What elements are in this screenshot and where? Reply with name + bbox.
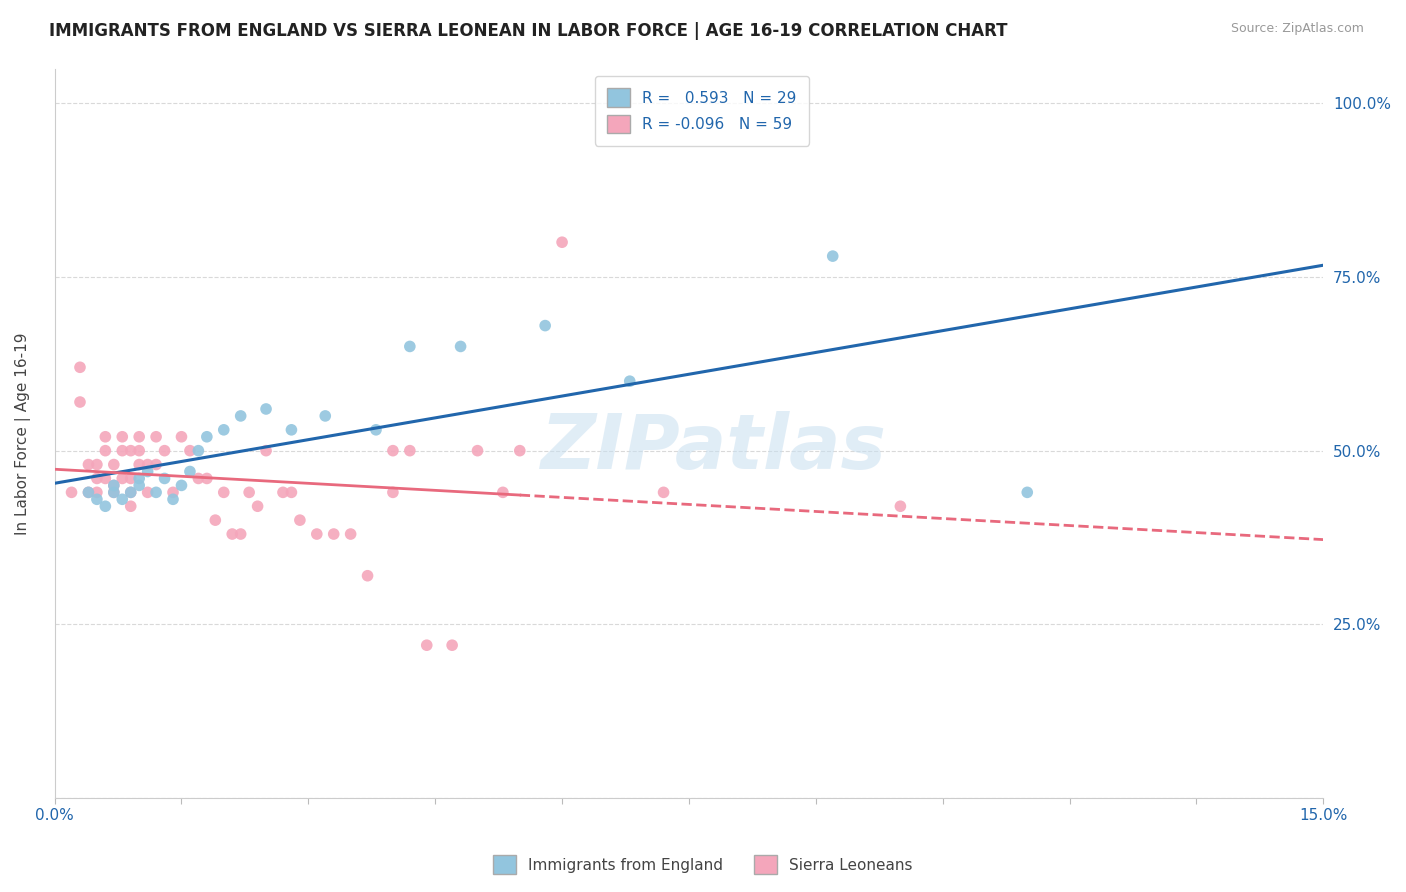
Point — [467, 443, 489, 458]
Point — [238, 485, 260, 500]
Point — [356, 568, 378, 582]
Point — [128, 471, 150, 485]
Point — [120, 443, 142, 458]
Point — [170, 430, 193, 444]
Point — [86, 485, 108, 500]
Point — [179, 443, 201, 458]
Legend: R =   0.593   N = 29, R = -0.096   N = 59: R = 0.593 N = 29, R = -0.096 N = 59 — [595, 76, 808, 145]
Point — [153, 443, 176, 458]
Point — [77, 485, 100, 500]
Point — [69, 395, 91, 409]
Point — [187, 443, 209, 458]
Point — [170, 478, 193, 492]
Point — [136, 465, 159, 479]
Point — [195, 430, 218, 444]
Point — [305, 527, 328, 541]
Point — [94, 500, 117, 514]
Point — [450, 339, 472, 353]
Point — [509, 443, 531, 458]
Point — [221, 527, 243, 541]
Point — [398, 443, 420, 458]
Point — [136, 485, 159, 500]
Point — [364, 423, 387, 437]
Point — [111, 471, 134, 485]
Point — [254, 443, 277, 458]
Point — [246, 500, 269, 514]
Point — [128, 443, 150, 458]
Point — [162, 485, 184, 500]
Point — [179, 465, 201, 479]
Point — [271, 485, 294, 500]
Point — [60, 485, 83, 500]
Point — [86, 492, 108, 507]
Point — [153, 471, 176, 485]
Point — [204, 513, 226, 527]
Text: IMMIGRANTS FROM ENGLAND VS SIERRA LEONEAN IN LABOR FORCE | AGE 16-19 CORRELATION: IMMIGRANTS FROM ENGLAND VS SIERRA LEONEA… — [49, 22, 1008, 40]
Point — [821, 249, 844, 263]
Point — [441, 638, 464, 652]
Point — [128, 478, 150, 492]
Point — [103, 478, 125, 492]
Point — [145, 430, 167, 444]
Point — [254, 401, 277, 416]
Point — [212, 485, 235, 500]
Point — [314, 409, 336, 423]
Point — [120, 485, 142, 500]
Point — [103, 478, 125, 492]
Point — [120, 500, 142, 514]
Point — [652, 485, 675, 500]
Point — [280, 485, 302, 500]
Point — [120, 471, 142, 485]
Text: Source: ZipAtlas.com: Source: ZipAtlas.com — [1230, 22, 1364, 36]
Point — [322, 527, 344, 541]
Point — [111, 443, 134, 458]
Point — [128, 430, 150, 444]
Point — [889, 500, 911, 514]
Point — [145, 458, 167, 472]
Point — [86, 458, 108, 472]
Point — [120, 485, 142, 500]
Point — [111, 492, 134, 507]
Point — [381, 485, 404, 500]
Text: ZIPatlas: ZIPatlas — [541, 411, 887, 485]
Point — [77, 485, 100, 500]
Point — [339, 527, 361, 541]
Point — [398, 339, 420, 353]
Point — [492, 485, 515, 500]
Point — [619, 374, 641, 388]
Legend: Immigrants from England, Sierra Leoneans: Immigrants from England, Sierra Leoneans — [488, 849, 918, 880]
Point — [280, 423, 302, 437]
Point — [94, 471, 117, 485]
Point — [381, 443, 404, 458]
Point — [229, 409, 252, 423]
Point — [288, 513, 311, 527]
Point — [69, 360, 91, 375]
Point — [103, 485, 125, 500]
Point — [145, 485, 167, 500]
Point — [162, 492, 184, 507]
Point — [1017, 485, 1039, 500]
Point — [111, 430, 134, 444]
Point — [195, 471, 218, 485]
Point — [187, 471, 209, 485]
Point — [229, 527, 252, 541]
Y-axis label: In Labor Force | Age 16-19: In Labor Force | Age 16-19 — [15, 332, 31, 534]
Point — [212, 423, 235, 437]
Point — [86, 471, 108, 485]
Point — [136, 458, 159, 472]
Point — [103, 485, 125, 500]
Point — [416, 638, 439, 652]
Point — [103, 458, 125, 472]
Point — [128, 458, 150, 472]
Point — [94, 430, 117, 444]
Point — [77, 458, 100, 472]
Point — [534, 318, 557, 333]
Point — [551, 235, 574, 250]
Point — [94, 443, 117, 458]
